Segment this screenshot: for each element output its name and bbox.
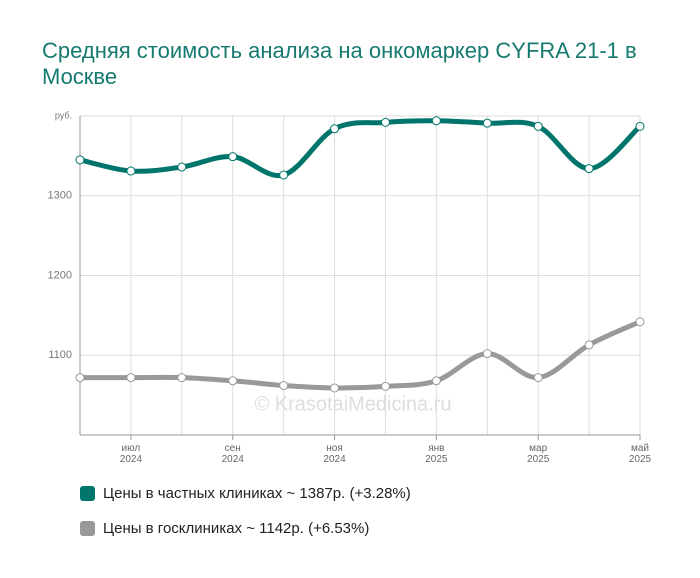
data-point bbox=[330, 383, 340, 393]
data-point bbox=[635, 317, 645, 327]
data-point bbox=[75, 155, 85, 165]
x-tick-label: сен 2024 bbox=[221, 443, 244, 465]
data-point bbox=[380, 381, 390, 391]
data-point bbox=[177, 162, 187, 172]
data-point bbox=[330, 124, 340, 134]
x-tick-label: май 2025 bbox=[628, 443, 652, 465]
data-point bbox=[533, 373, 543, 383]
data-point bbox=[228, 376, 238, 386]
data-point bbox=[380, 117, 390, 127]
data-point bbox=[279, 381, 289, 391]
data-point bbox=[482, 349, 492, 359]
data-point bbox=[279, 170, 289, 180]
data-point bbox=[75, 373, 85, 383]
data-point bbox=[126, 166, 136, 176]
data-point bbox=[635, 121, 645, 131]
x-tick-label: ноя 2024 bbox=[323, 443, 346, 465]
x-tick-label: июл 2024 bbox=[119, 443, 143, 465]
legend-swatch bbox=[80, 486, 95, 501]
y-tick-label: 1300 bbox=[48, 190, 72, 202]
data-point bbox=[533, 121, 543, 131]
data-point bbox=[482, 118, 492, 128]
y-tick-label: 1200 bbox=[48, 269, 72, 281]
data-point bbox=[126, 373, 136, 383]
y-tick-label: 1100 bbox=[48, 349, 72, 361]
legend-swatch bbox=[80, 521, 95, 536]
data-point bbox=[177, 373, 187, 383]
data-point bbox=[584, 164, 594, 174]
legend-label: Цены в госклиниках ~ 1142р. (+6.53%) bbox=[103, 520, 369, 537]
watermark: © KrasotaiMedicina.ru bbox=[254, 393, 451, 415]
data-point bbox=[431, 376, 441, 386]
data-point bbox=[431, 116, 441, 126]
y-tick-label: руб. bbox=[55, 110, 72, 120]
data-point bbox=[584, 340, 594, 350]
series-line bbox=[79, 118, 642, 179]
x-tick-label: мар 2025 bbox=[527, 443, 550, 465]
chart-title: Средняя стоимость анализа на онкомаркер … bbox=[42, 38, 637, 89]
data-point bbox=[228, 152, 238, 162]
legend-label: Цены в частных клиниках ~ 1387р. (+3.28%… bbox=[103, 485, 411, 502]
x-tick-label: янв 2025 bbox=[425, 443, 448, 465]
